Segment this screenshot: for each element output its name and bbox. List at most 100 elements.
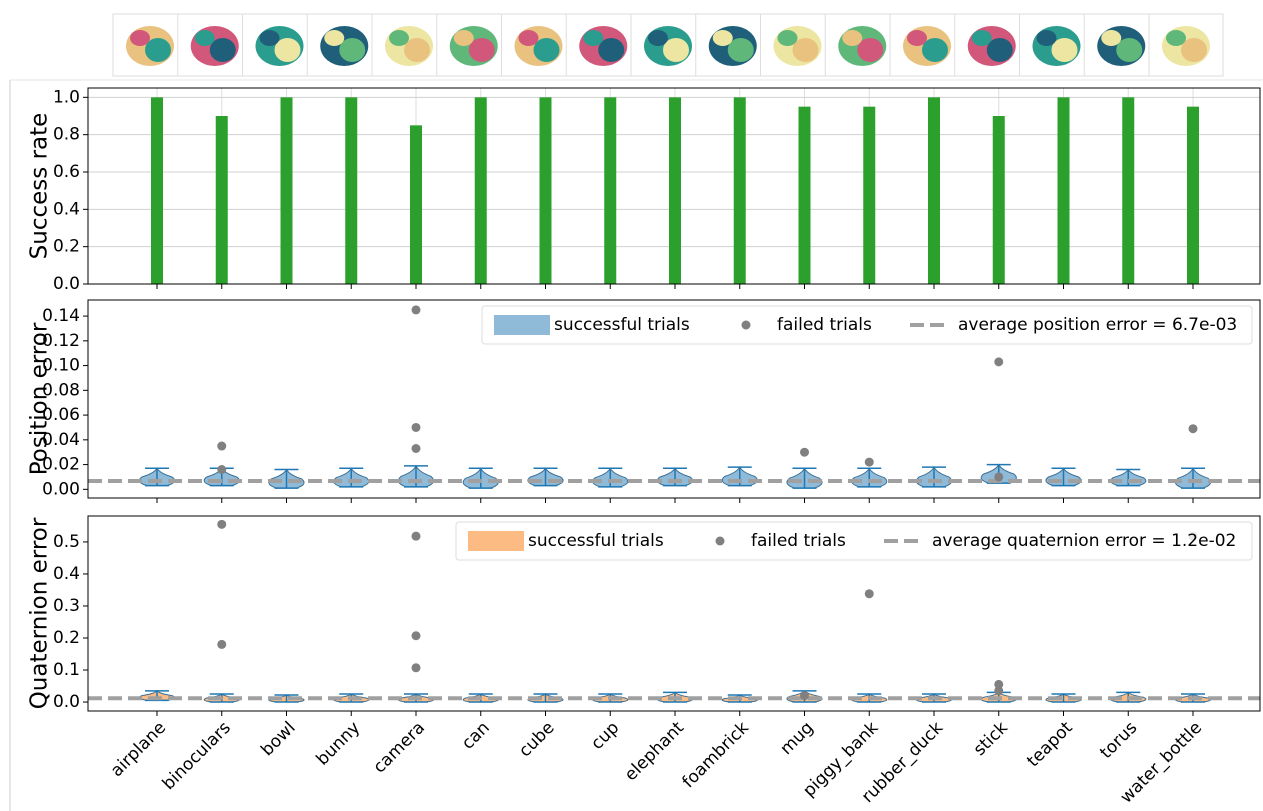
failed-point (864, 589, 874, 599)
failed-point (800, 447, 809, 457)
bar (992, 116, 1005, 284)
axes-frame (87, 515, 1261, 712)
bar (345, 97, 358, 284)
object-thumbnail (712, 30, 733, 46)
failed-point (864, 457, 874, 467)
x-tick-label: binoculars (159, 718, 235, 794)
bar (151, 97, 163, 284)
y-tick-label: 0.8 (53, 125, 80, 145)
y-tick-label: 0.04 (42, 430, 80, 450)
failed-point (994, 686, 1004, 696)
bar (604, 97, 617, 284)
x-tick-label: can (458, 718, 494, 754)
x-tick-label: foambrick (679, 718, 753, 792)
object-thumbnail (842, 30, 863, 46)
y-tick-label: 0.0 (53, 274, 80, 294)
x-tick-label: cube (515, 718, 558, 761)
failed-point (217, 441, 227, 451)
legend-label: average quaternion error = 1.2e-02 (932, 531, 1236, 551)
legend-swatch (741, 320, 751, 330)
legend-swatch (715, 536, 725, 546)
y-tick-label: 0.1 (53, 660, 80, 680)
object-thumbnail (648, 30, 668, 46)
y-tick-label: 0.4 (53, 564, 80, 584)
failed-point (411, 531, 421, 541)
bar (733, 97, 746, 284)
object-thumbnail (971, 30, 992, 46)
failed-point (411, 663, 421, 673)
x-tick-label: teapot (1023, 718, 1077, 772)
y-tick-label: 0.0 (53, 692, 80, 712)
object-thumbnail (986, 38, 1013, 62)
object-thumbnail (857, 38, 884, 62)
y-tick-label: 0.2 (53, 237, 80, 257)
failed-point (1188, 424, 1198, 434)
bar (215, 116, 228, 284)
object-thumbnail (324, 30, 345, 46)
object-thumbnail (777, 30, 798, 46)
object-thumbnail (209, 38, 236, 62)
bar (1122, 97, 1135, 284)
object-thumbnail (453, 30, 474, 46)
object-thumbnail (583, 30, 604, 46)
bar (1187, 106, 1199, 285)
y-tick-label: 0.08 (42, 380, 80, 400)
failed-point (411, 444, 421, 453)
x-tick-label: airplane (107, 718, 170, 781)
y-tick-label: 0.5 (53, 532, 80, 552)
object-thumbnail (259, 30, 280, 46)
object-thumbnail (339, 38, 366, 62)
x-tick-label: elephant (621, 718, 688, 785)
y-axis-label: Position error (27, 322, 53, 475)
object-thumbnail (130, 30, 150, 46)
object-thumbnail (274, 38, 301, 62)
legend-label: failed trials (751, 531, 846, 551)
y-tick-label: 1.0 (53, 87, 80, 107)
object-thumbnail (389, 30, 409, 46)
object-thumbnail (922, 38, 948, 62)
y-tick-label: 0.00 (42, 479, 80, 499)
object-thumbnail (1166, 30, 1186, 46)
bar (863, 106, 876, 285)
failed-point (217, 519, 227, 529)
object-thumbnail (598, 38, 625, 62)
y-tick-label: 0.14 (42, 306, 80, 326)
failed-point (217, 639, 227, 649)
object-thumbnail (792, 38, 819, 62)
y-tick-label: 0.02 (42, 455, 80, 475)
bar (798, 106, 811, 285)
bar (410, 125, 422, 284)
axes-frame (87, 299, 1261, 499)
legend-swatch (494, 315, 550, 335)
legend-label: successful trials (528, 531, 664, 551)
legend-label: average position error = 6.7e-03 (958, 315, 1237, 335)
legend-label: failed trials (777, 315, 872, 335)
x-tick-label: stick (970, 718, 1012, 760)
object-thumbnail (1116, 38, 1143, 62)
y-tick-label: 0.4 (53, 199, 80, 219)
object-thumbnail (145, 38, 171, 62)
bar (669, 97, 681, 284)
y-tick-label: 0.3 (53, 596, 80, 616)
object-thumbnail (468, 38, 495, 62)
failed-point (411, 305, 421, 315)
bar (474, 97, 487, 284)
failed-point (217, 465, 227, 475)
failed-point (994, 679, 1004, 689)
x-tick-label: torus (1096, 718, 1141, 763)
failed-point (411, 422, 421, 432)
y-tick-label: 0.12 (42, 331, 80, 351)
object-thumbnail (1051, 38, 1078, 62)
y-tick-label: 0.2 (53, 628, 80, 648)
object-thumbnail (907, 30, 927, 46)
x-tick-label: bowl (257, 718, 299, 760)
bar (928, 97, 940, 284)
object-thumbnail (727, 38, 754, 62)
legend-swatch (468, 531, 524, 551)
legend-frame (481, 305, 1253, 345)
y-axis-label: Quaternion error (27, 517, 53, 709)
object-thumbnail (1036, 30, 1057, 46)
object-thumbnail (404, 38, 430, 62)
legend-frame (455, 521, 1253, 561)
